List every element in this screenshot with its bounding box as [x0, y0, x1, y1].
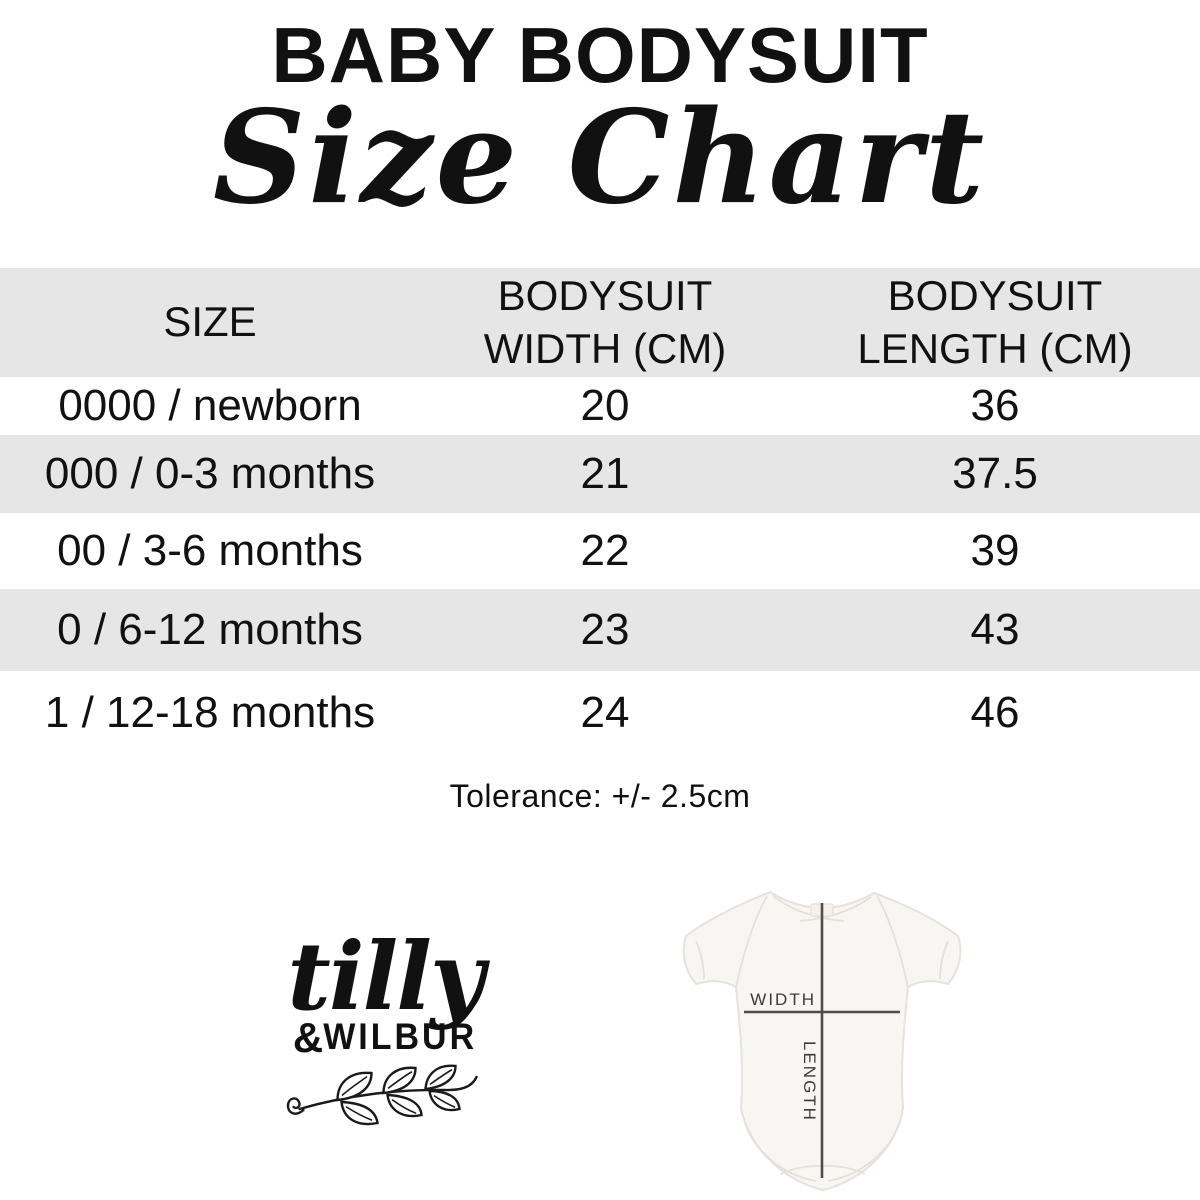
table-header-row: SIZE BODYSUIT WIDTH (CM) BODYSUIT LENGTH… — [0, 268, 1200, 377]
width-cell: 20 — [580, 381, 630, 430]
col-header-size: SIZE — [163, 298, 257, 346]
logo-script-name: tilly — [287, 922, 484, 1032]
table-row: 00 / 3-6 months 22 39 — [0, 513, 1200, 589]
col-header-length: BODYSUIT LENGTH (CM) — [857, 272, 1133, 372]
branch-curl — [286, 1096, 305, 1115]
width-cell: 21 — [580, 449, 630, 498]
length-cell: 37.5 — [952, 449, 1038, 498]
logo-caps-name: &WILBUR — [250, 1013, 520, 1061]
page-title: BABY BODYSUIT — [271, 11, 929, 99]
size-cell: 00 / 3-6 months — [57, 526, 363, 575]
bodysuit-seams — [695, 895, 949, 1182]
length-cell: 43 — [970, 605, 1020, 654]
length-cell: 46 — [970, 688, 1020, 737]
tolerance-note: Tolerance: +/- 2.5cm — [449, 778, 751, 814]
bodysuit-diagram: WIDTH LENGTH — [682, 890, 962, 1192]
table-row: 1 / 12-18 months 24 46 — [0, 671, 1200, 755]
brand-logo: tilly &WILBUR — [250, 928, 520, 1134]
length-label: LENGTH — [800, 1041, 819, 1122]
width-cell: 24 — [580, 688, 630, 737]
size-cell: 1 / 12-18 months — [44, 688, 376, 737]
size-cell: 000 / 0-3 months — [44, 449, 376, 498]
width-label: WIDTH — [750, 990, 816, 1009]
width-cell: 23 — [580, 605, 630, 654]
width-cell: 22 — [580, 526, 630, 575]
logo-caps-text: WILBUR — [323, 1016, 478, 1058]
table-row: 000 / 0-3 months 21 37.5 — [0, 435, 1200, 513]
length-cell: 39 — [970, 526, 1020, 575]
size-cell: 0 / 6-12 months — [57, 605, 363, 654]
page-subtitle: Size Chart — [212, 83, 988, 233]
size-table: SIZE BODYSUIT WIDTH (CM) BODYSUIT LENGTH… — [0, 268, 1200, 755]
branch-stem — [297, 1075, 478, 1110]
branch-leaves-icon — [286, 1064, 478, 1125]
size-cell: 0000 / newborn — [58, 381, 362, 430]
logo-ampersand: & — [292, 1013, 324, 1061]
length-cell: 36 — [970, 381, 1020, 430]
col-header-width: BODYSUIT WIDTH (CM) — [483, 272, 727, 372]
table-row: 0000 / newborn 20 36 — [0, 377, 1200, 435]
table-row: 0 / 6-12 months 23 43 — [0, 589, 1200, 671]
